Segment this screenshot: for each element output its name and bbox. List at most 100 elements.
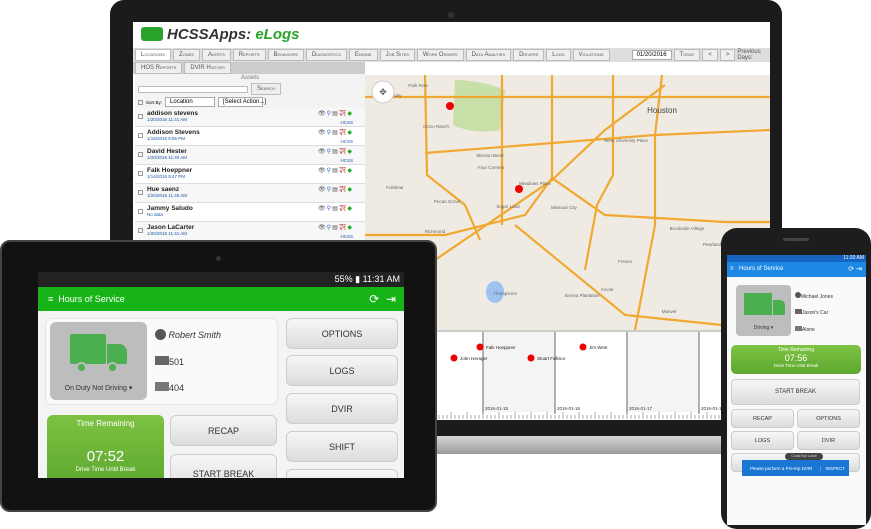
tab-alerts[interactable]: Alerts [201, 49, 231, 61]
dvir-button[interactable]: DVIR [286, 393, 398, 424]
truck-number: 501 [169, 357, 185, 367]
road [583, 75, 615, 271]
options-button[interactable]: OPTIONS [797, 409, 860, 428]
asset-date: 1/20/2016 11:40 AM [147, 193, 187, 198]
logs-button[interactable]: LOGS [286, 355, 398, 386]
map-label: Brookside Village [670, 226, 705, 231]
asset-action-icons[interactable]: 👁⚲▤✈◆ [318, 225, 353, 231]
search-button[interactable]: Search [251, 83, 282, 95]
prev-day-button[interactable]: < [702, 49, 718, 61]
tab-diagnostics[interactable]: Diagnostics [305, 49, 347, 61]
asset-search-input[interactable] [138, 85, 248, 93]
tab-data-analysis[interactable]: Data Analysis [465, 49, 512, 61]
event-marker [450, 354, 458, 362]
inspect-button[interactable]: INSPECT [820, 465, 849, 471]
asset-row[interactable]: Jason LaCarter 1/20/2016 11:41 AM 👁⚲▤✈◆ HCS… [135, 222, 365, 241]
time-remaining-sub: Drive Time Until Break [773, 363, 819, 368]
truck-cab [107, 344, 127, 364]
shift-button[interactable]: SHIFT [286, 431, 398, 462]
assets-panel: Assets Search Sort By: Location [Select … [135, 74, 365, 244]
app-title: Hours of Service [739, 266, 784, 272]
tab-logs[interactable]: Logs [546, 49, 571, 61]
asset-org: HCSS [340, 234, 353, 239]
refresh-icon[interactable]: ⟳ [848, 266, 855, 273]
tab-engine[interactable]: Engine [348, 49, 378, 61]
asset-row[interactable]: addison stevens 1/20/2016 11:41 AM 👁⚲▤✈◆ HC… [135, 108, 365, 127]
asset-name: David Hester [147, 148, 187, 155]
asset-date: 1/20/2016 11:40 AM [147, 155, 187, 160]
event-label: John Iverager [460, 356, 488, 361]
asset-action-icons[interactable]: 👁⚲▤✈◆ [318, 187, 353, 193]
asset-date: No data [147, 212, 163, 217]
duty-status-selector[interactable]: On Duty Not Driving ▾ [50, 322, 147, 400]
logout-icon[interactable]: ⇥ [856, 266, 862, 273]
tab-violations[interactable]: Violations [572, 49, 610, 61]
row-checkbox[interactable] [138, 228, 143, 233]
tab-locations[interactable]: Locations [135, 49, 171, 61]
row-checkbox[interactable] [138, 209, 143, 214]
row-checkbox[interactable] [138, 114, 143, 119]
asset-row[interactable]: David Hester 1/20/2016 11:40 AM 👁⚲▤✈◆ HCSS [135, 146, 365, 165]
dvir-button[interactable]: DVIR [797, 431, 860, 450]
tab-job-sites[interactable]: Job Sites [379, 49, 415, 61]
timeline-canvas[interactable]: 2016-01-15 2016-01-16 2016-01-17 2016-01-18… [365, 332, 770, 420]
event-marker [527, 354, 535, 362]
time-remaining-panel: Time Remaining 07:52 Drive Time Until Br… [47, 415, 164, 478]
action-select[interactable]: [Select Action...] [218, 97, 266, 107]
asset-row[interactable]: Addison Stevens 1/15/2016 5:56 PM 👁⚲▤✈◆ HCS… [135, 127, 365, 146]
row-checkbox[interactable] [138, 133, 143, 138]
options-button[interactable]: OPTIONS [286, 318, 398, 349]
time-remaining-sub: Drive Time Until Break [75, 467, 136, 473]
refresh-icon[interactable]: ⟳ [369, 292, 380, 306]
start-break-button[interactable]: START BREAK [731, 379, 860, 405]
tab-zones[interactable]: Zones [172, 49, 200, 61]
select-all-checkbox[interactable] [138, 99, 143, 105]
map-canvas[interactable]: Houston Park Row Katy Cinco Ranch Mission Be… [365, 74, 770, 332]
recap-button[interactable]: RECAP [731, 409, 794, 428]
asset-action-icons[interactable]: 👁⚲▤✈◆ [318, 206, 353, 212]
event-marker [476, 343, 484, 351]
row-checkbox[interactable] [138, 152, 143, 157]
menu-icon[interactable]: ≡ [730, 266, 734, 272]
map-label: Mission Bend [476, 153, 504, 158]
park [453, 80, 505, 132]
recap-button[interactable]: RECAP [170, 415, 277, 446]
tab-reports[interactable]: Reports [232, 49, 266, 61]
asset-action-icons[interactable]: 👁⚲▤✈◆ [318, 111, 353, 117]
start-break-button[interactable]: START BREAK [170, 454, 277, 478]
map-label: Richmond [425, 229, 446, 234]
asset-action-icons[interactable]: 👁⚲▤✈◆ [318, 130, 353, 136]
asset-action-icons[interactable]: 👁⚲▤✈◆ [318, 149, 353, 155]
tab-drivers[interactable]: Drivers [513, 49, 545, 61]
row-checkbox[interactable] [138, 190, 143, 195]
map-label: Katy [392, 93, 402, 98]
lake [486, 281, 504, 303]
more-button[interactable] [286, 469, 398, 478]
sort-by-select[interactable]: Location [165, 97, 216, 107]
asset-date: 1/20/2016 11:41 AM [147, 117, 187, 122]
time-remaining-value: 07:56 [784, 353, 808, 363]
asset-row[interactable]: Falk Hoeppner 1/14/2016 9:47 PM 👁⚲▤✈◆ [135, 165, 365, 184]
duty-status-selector[interactable]: Driving ▾ [736, 285, 791, 336]
row-checkbox[interactable] [138, 171, 143, 176]
duty-status-label: Driving [753, 325, 770, 331]
tab-behaviors[interactable]: Behaviors [267, 49, 304, 61]
logs-button[interactable]: LOGS [731, 431, 794, 450]
app-bar: ≡ Hours of Service ⟳ ⇥ [38, 287, 404, 311]
date-input[interactable]: 01/20/2016 [631, 50, 672, 60]
phone-speaker [783, 238, 809, 241]
asset-row[interactable]: Jammy Saludo No data 👁⚲▤✈◆ [135, 203, 365, 222]
app-bar: Hours of Service ≡ ⟳ ⇥ [727, 262, 866, 277]
tab-dvir-history[interactable]: DVIR History [184, 62, 232, 74]
asset-name: Falk Hoeppner [147, 167, 193, 174]
tab-hos-reports[interactable]: HOS Reports [135, 62, 183, 74]
tablet-hos-app: 55% ▮ 11:31 AM ≡ Hours of Service ⟳ ⇥ On… [38, 272, 404, 478]
asset-row[interactable]: Hue saenz 1/20/2016 11:40 AM 👁⚲▤✈◆ [135, 184, 365, 203]
driver-name: Robert Smith [168, 330, 222, 340]
asset-action-icons[interactable]: 👁⚲▤✈◆ [318, 168, 353, 174]
today-button[interactable]: Today [673, 49, 701, 61]
menu-icon[interactable]: ≡ [48, 294, 54, 304]
logout-icon[interactable]: ⇥ [385, 292, 396, 306]
tab-work-orders[interactable]: Work Orders [416, 49, 464, 61]
next-day-button[interactable]: > [719, 49, 736, 61]
